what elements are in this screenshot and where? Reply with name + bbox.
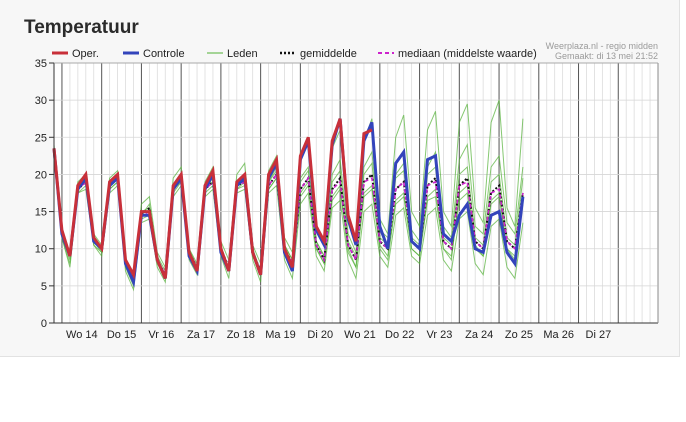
x-tick-label: Za 17	[187, 329, 215, 341]
y-tick-label: 15	[35, 207, 47, 219]
y-tick-label: 10	[35, 244, 47, 256]
legend-leden-label: Leden	[227, 48, 258, 60]
x-tick-label: Vr 16	[148, 329, 174, 341]
x-tick-label: Zo 18	[227, 329, 255, 341]
legend-mediaan-label: mediaan (middelste waarde)	[398, 48, 537, 60]
x-tick-label: Wo 14	[66, 329, 98, 341]
source-note: Gemaakt: di 13 mei 21:52	[555, 51, 658, 61]
x-tick-label: Di 27	[586, 329, 612, 341]
axes: 0 5 10 15 20 25 30 35 Wo 14 Do 15 Vr 16 Za 17 Zo 18 M…	[35, 58, 659, 341]
legend-controle-label: Controle	[143, 48, 185, 60]
x-tick-label: Wo 21	[344, 329, 376, 341]
y-tick-label: 0	[41, 318, 47, 330]
operational-line	[52, 118, 373, 280]
x-tick-label: Do 22	[385, 329, 414, 341]
y-tick-label: 30	[35, 95, 47, 107]
x-tick-label: Di 20	[307, 329, 333, 341]
ensemble-member-line	[53, 152, 524, 292]
chart-title: Temperatuur	[24, 17, 139, 38]
source-note: Weerplaza.nl - regio midden	[546, 41, 658, 51]
legend-oper-label: Oper.	[72, 48, 99, 60]
median-line	[53, 148, 524, 281]
x-tick-label: Ma 19	[265, 329, 296, 341]
grid	[53, 62, 659, 324]
y-tick-label: 20	[35, 169, 47, 181]
x-tick-label: Za 24	[465, 329, 493, 341]
main-series	[52, 118, 525, 288]
legend-gemiddelde-label: gemiddelde	[300, 48, 357, 60]
x-tick-label: Zo 25	[505, 329, 533, 341]
x-tick-label: Do 15	[107, 329, 136, 341]
y-tick-label: 5	[41, 281, 47, 293]
y-tick-label: 25	[35, 132, 47, 144]
legend: Oper. Controle Leden gemiddelde mediaan (mid…	[52, 41, 658, 61]
x-tick-label: Ma 26	[543, 329, 574, 341]
x-tick-label: Vr 23	[427, 329, 453, 341]
y-tick-label: 35	[35, 58, 47, 70]
